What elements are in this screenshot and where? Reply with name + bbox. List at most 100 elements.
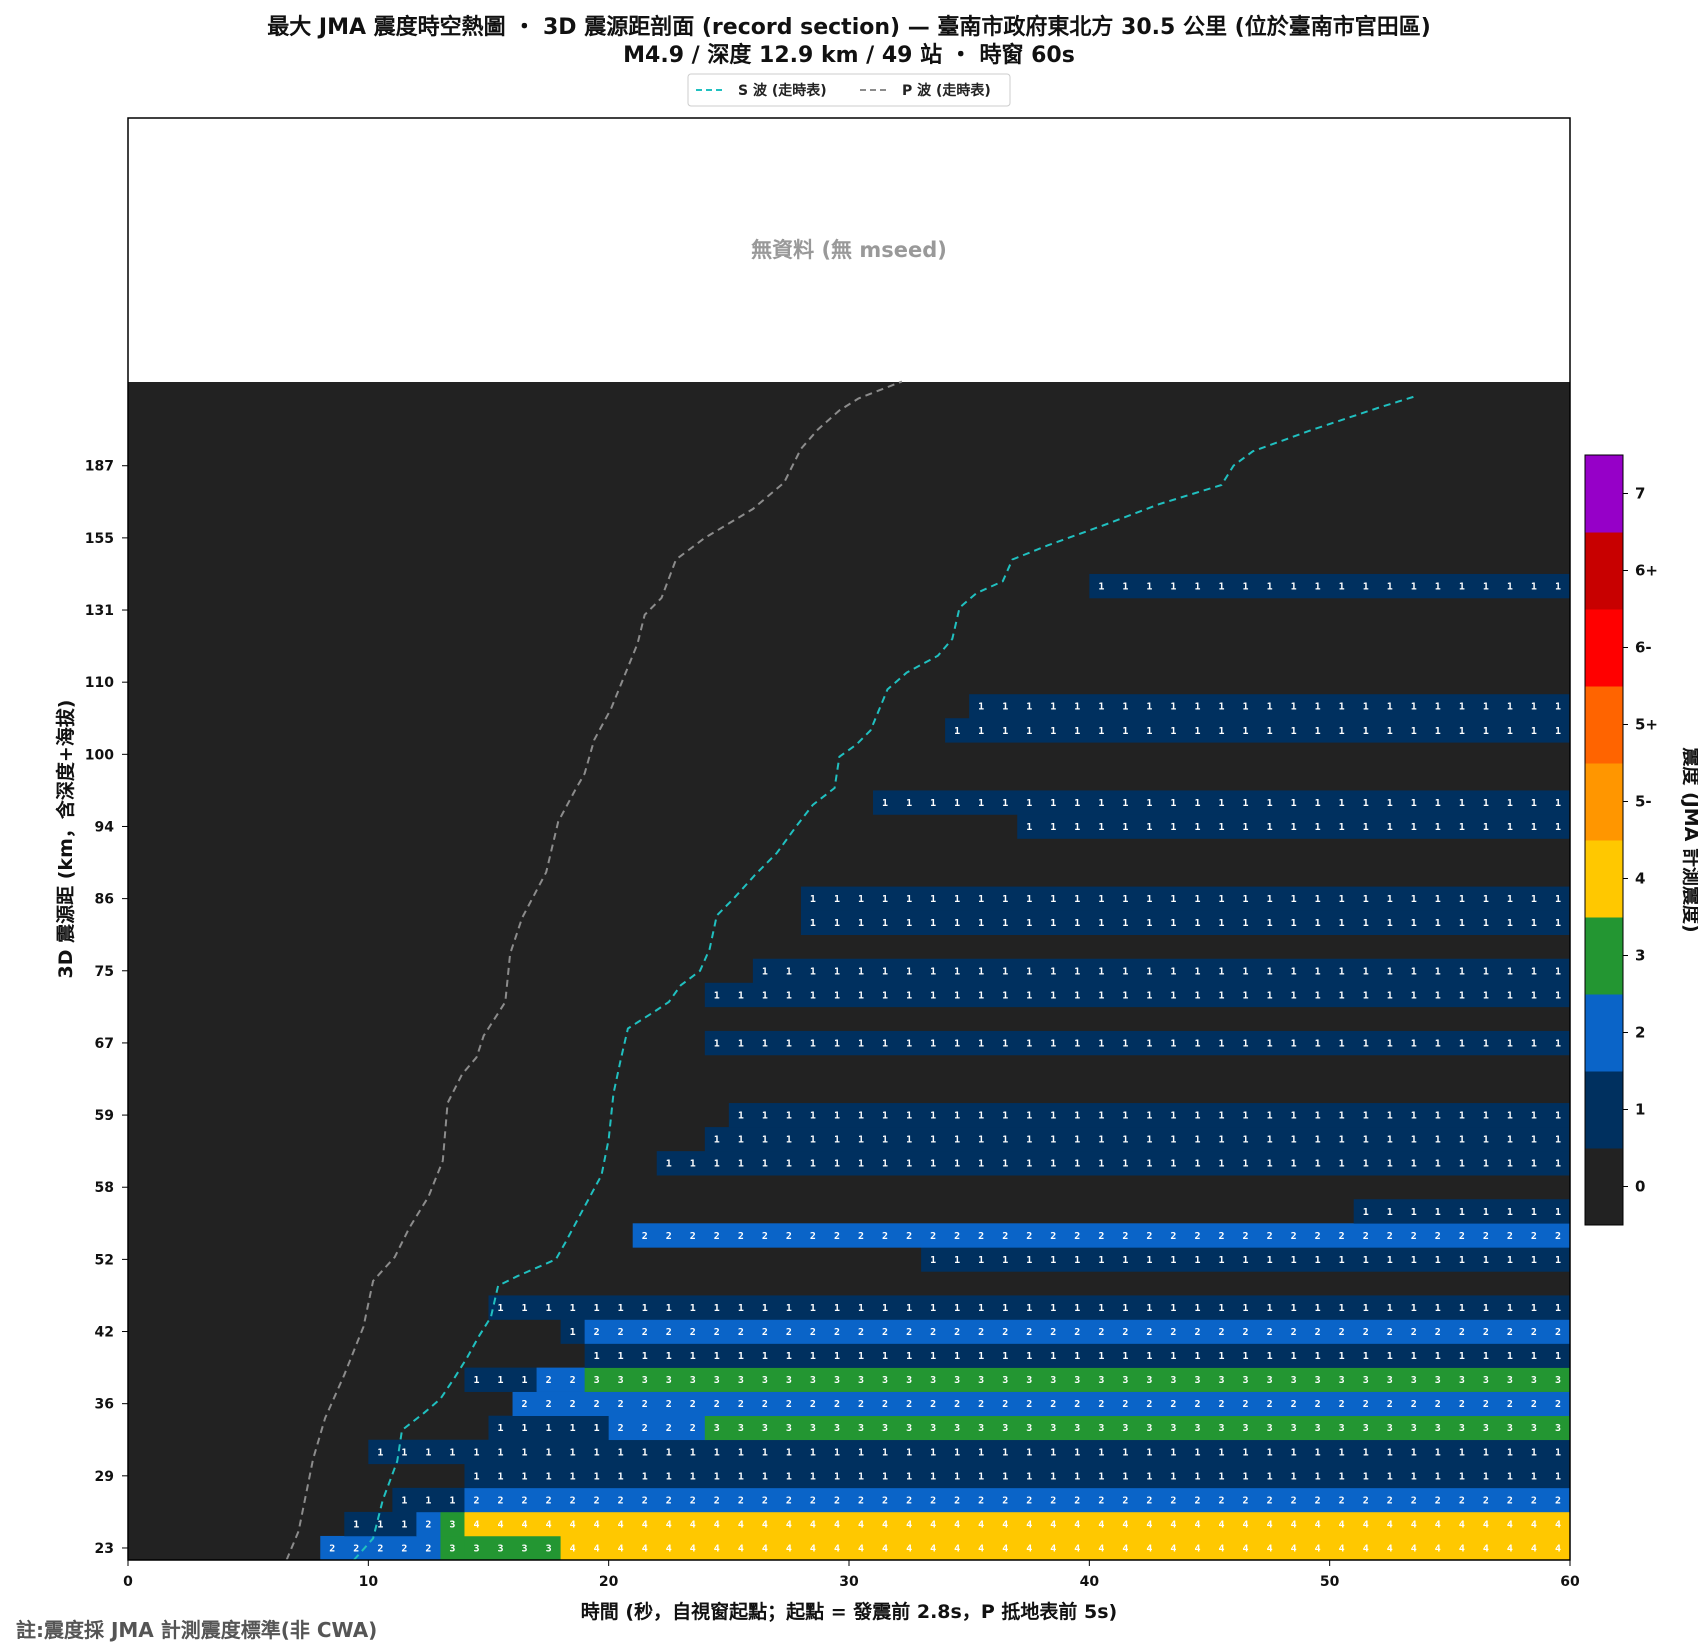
heatmap-cell-label: 1: [1098, 1471, 1104, 1482]
y-axis: 23 29 36 42 52 58 59 67 75 86 94 100 110 131 155 187: [85, 459, 128, 1557]
heatmap-cell-label: 4: [1435, 1543, 1441, 1554]
heatmap-cell-label: 1: [978, 702, 984, 713]
heatmap-cell-label: 1: [1555, 702, 1561, 713]
heatmap-cell-label: 1: [1507, 702, 1513, 713]
heatmap-cell-label: 1: [978, 894, 984, 905]
heatmap-cell-label: 4: [882, 1519, 888, 1530]
heatmap-cell-label: 1: [1507, 1207, 1513, 1218]
heatmap-cell-label: 1: [1435, 1207, 1441, 1218]
heatmap-cell-label: 1: [1411, 1038, 1417, 1049]
heatmap-cell-label: 1: [906, 1471, 912, 1482]
heatmap-cell-label: 1: [1074, 822, 1080, 833]
heatmap-cell-label: 1: [834, 966, 840, 977]
heatmap-cell-label: 1: [1363, 726, 1369, 737]
heatmap-cell-label: 2: [834, 1495, 840, 1506]
heatmap-cell-label: 2: [1243, 1327, 1249, 1338]
heatmap-cell-label: 1: [1026, 822, 1032, 833]
heatmap-cell-label: 1: [738, 1111, 744, 1122]
heatmap-cell-label: 1: [834, 1038, 840, 1049]
heatmap-cell-label: 1: [1363, 822, 1369, 833]
heatmap-cell-label: 1: [1074, 1111, 1080, 1122]
heatmap-cell-label: 1: [1435, 1111, 1441, 1122]
heatmap-cell-label: 2: [690, 1399, 696, 1410]
heatmap-cell-label: 1: [1291, 1135, 1297, 1146]
heatmap-cell-label: 1: [786, 1447, 792, 1458]
heatmap-cell-label: 1: [1339, 990, 1345, 1001]
heatmap-cell-label: 1: [473, 1471, 479, 1482]
heatmap-cell-label: 1: [1146, 918, 1152, 929]
heatmap-cell-label: 1: [570, 1327, 576, 1338]
heatmap-cell-label: 1: [473, 1447, 479, 1458]
heatmap-cell-label: 1: [1411, 918, 1417, 929]
heatmap-cell-label: 1: [1411, 966, 1417, 977]
heatmap-cell-label: 4: [1026, 1519, 1032, 1530]
heatmap-cell-label: 1: [1555, 894, 1561, 905]
heatmap-cell-label: 1: [1339, 894, 1345, 905]
heatmap-cell-label: 1: [1507, 966, 1513, 977]
heatmap-cell-label: 1: [1291, 1303, 1297, 1314]
heatmap-cell-label: 1: [1315, 990, 1321, 1001]
heatmap-cell-label: 1: [1098, 1159, 1104, 1170]
heatmap-cell-label: 4: [906, 1543, 912, 1554]
heatmap-cell-label: 1: [1435, 726, 1441, 737]
heatmap-cell-label: 1: [1122, 894, 1128, 905]
heatmap-cell-label: 1: [1411, 1447, 1417, 1458]
heatmap-cell-label: 1: [1026, 1038, 1032, 1049]
colorbar-tick-label: 1: [1635, 1101, 1645, 1119]
heatmap-cell-label: 4: [1387, 1543, 1393, 1554]
heatmap-cell-label: 1: [1411, 1207, 1417, 1218]
heatmap-cell-label: 1: [1026, 1135, 1032, 1146]
heatmap-cell-label: 2: [1002, 1327, 1008, 1338]
heatmap-cell-label: 1: [1291, 1111, 1297, 1122]
heatmap-cell-label: 2: [618, 1399, 624, 1410]
colorbar-swatch: [1585, 609, 1623, 687]
heatmap-segment: [320, 1535, 369, 1561]
heatmap-cell-label: 1: [1363, 702, 1369, 713]
heatmap-cell-label: 1: [1002, 798, 1008, 809]
heatmap-cell-label: 2: [642, 1231, 648, 1242]
heatmap-cell-label: 1: [978, 990, 984, 1001]
y-tick-label: 58: [95, 1180, 114, 1196]
heatmap-cell-label: 1: [786, 966, 792, 977]
heatmap-cell-label: 1: [1291, 1038, 1297, 1049]
heatmap-cell-label: 1: [1219, 1111, 1225, 1122]
heatmap-cell-label: 2: [1219, 1495, 1225, 1506]
heatmap-cell-label: 1: [1411, 1135, 1417, 1146]
heatmap-cell-label: 2: [1074, 1495, 1080, 1506]
heatmap-cell-label: 1: [1435, 1303, 1441, 1314]
heatmap-cell-label: 1: [1459, 1255, 1465, 1266]
heatmap-cell-label: 1: [858, 966, 864, 977]
heatmap-cell-label: 1: [1243, 798, 1249, 809]
heatmap-cell-label: 1: [618, 1303, 624, 1314]
heatmap-cell-label: 1: [1074, 918, 1080, 929]
heatmap-cell-label: 2: [1146, 1399, 1152, 1410]
heatmap-cell-label: 4: [1291, 1519, 1297, 1530]
heatmap-segment: [584, 1343, 1571, 1368]
heatmap-cell-label: 1: [1339, 1471, 1345, 1482]
heatmap-cell-label: 1: [714, 1303, 720, 1314]
heatmap-cell-label: 1: [1387, 702, 1393, 713]
heatmap-cell-label: 2: [978, 1495, 984, 1506]
heatmap-cell-label: 1: [1459, 894, 1465, 905]
heatmap-cell-label: 1: [1339, 726, 1345, 737]
heatmap-segment: [1353, 1199, 1571, 1224]
heatmap-cell-label: 4: [1459, 1543, 1465, 1554]
heatmap-cell-label: 1: [786, 1038, 792, 1049]
heatmap-cell-label: 1: [1146, 966, 1152, 977]
heatmap-cell-label: 1: [882, 1135, 888, 1146]
heatmap-segment: [704, 1030, 1571, 1056]
heatmap-cell-label: 1: [738, 1351, 744, 1362]
p-wave-curve: [285, 380, 903, 1561]
colorbar-swatch: [1585, 1071, 1623, 1149]
chart-title: 最大 JMA 震度時空熱圖 ・ 3D 震源距剖面 (record section…: [267, 14, 1431, 40]
heatmap-cell-label: 4: [594, 1543, 600, 1554]
heatmap-cell-label: 1: [1387, 1159, 1393, 1170]
heatmap-cell-label: 1: [642, 1471, 648, 1482]
heatmap-cell-label: 1: [666, 1159, 672, 1170]
heatmap-cell-label: 3: [714, 1423, 720, 1434]
heatmap-cell-label: 1: [1387, 1471, 1393, 1482]
heatmap-cell-label: 3: [1555, 1423, 1561, 1434]
heatmap-cell-label: 2: [714, 1231, 720, 1242]
heatmap-cell-label: 1: [1555, 581, 1561, 592]
heatmap-cell-label: 1: [1050, 918, 1056, 929]
